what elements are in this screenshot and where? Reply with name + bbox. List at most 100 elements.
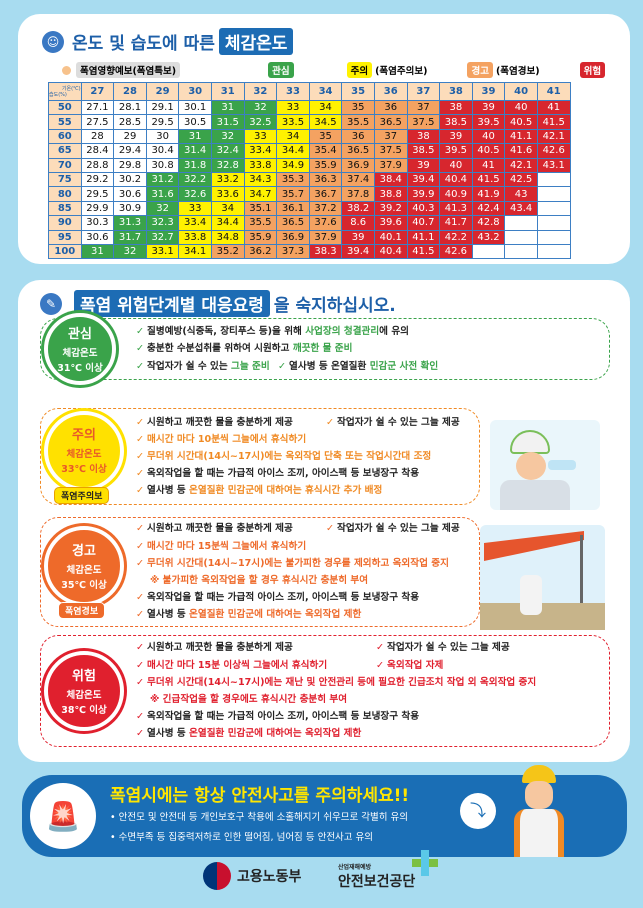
heat-index-cell: 43.2 <box>471 229 506 245</box>
check-icon: ✓ <box>136 609 145 621</box>
highlight-text: ※ 불가피한 옥외작업을 할 경우 휴식시간 충분히 부여 <box>150 574 369 586</box>
heat-index-cell: 28 <box>80 128 115 145</box>
heat-index-cell: 39.6 <box>373 215 408 231</box>
guideline-text: 열사병 등 온열질환 <box>289 360 370 372</box>
guideline-line: ✓ 작업자가 쉴 수 있는 그늘 준비 ✓ 열사병 등 온열질환 민감군 사전 확인 <box>136 358 438 375</box>
heat-index-card: ☺ 온도 및 습도에 따른 체감온도 폭염영향예보(폭염특보) 관심 주의 (폭… <box>18 14 630 264</box>
check-icon: ✓ <box>136 360 145 372</box>
level-sub: 체감온도 <box>66 689 102 701</box>
heat-index-cell: 36.5 <box>341 143 375 159</box>
heat-index-cell: 42.5 <box>504 171 538 188</box>
level-section-3 <box>40 635 610 747</box>
table-row: 50 27.1 28.1 29.1 30.1 31 32 33 34 35 36 37 38 39 40 41 <box>48 99 571 116</box>
check-icon: ✓ <box>136 416 145 428</box>
heat-index-cell: 32.4 <box>210 143 245 159</box>
title-highlight: 폭염 위험단계별 대응요령 <box>74 290 270 317</box>
heat-index-cell: 33 <box>178 200 212 217</box>
legend-gyeonggo-note: (폭염경보) <box>495 66 540 77</box>
banner-title: 폭염시에는 항상 안전사고를 주의하세요!! <box>110 786 410 806</box>
heat-index-cell: 42.1 <box>504 157 538 173</box>
highlight-text: 온열질환 민감군에 대하여는 옥외작업 제한 <box>189 728 362 740</box>
heat-index-cell: 31.3 <box>113 215 147 231</box>
guideline-item: ✓ 무더위 시간대(14시~17시)에는 불가피한 경우를 제외하고 옥외작업 중… <box>136 555 449 572</box>
highlight-text: 온열질환 민감군에 대하여는 휴식시간 추가 배정 <box>189 485 383 497</box>
heat-index-cell: 30.9 <box>113 200 147 217</box>
heat-index-cell: 32.3 <box>145 215 180 231</box>
heat-index-cell: 39 <box>439 128 473 145</box>
heat-index-cell: 32.2 <box>178 171 212 188</box>
heat-index-cell: 41.1 <box>504 128 538 145</box>
guideline-text: 옥외작업을 할 때는 가급적 아이스 조끼, 아이스팩 등 보냉장구 착용 <box>147 711 420 723</box>
guideline-line: ✓ 열사병 등 온열질환 민감군에 대하여는 휴식시간 추가 배정 <box>136 482 460 499</box>
alert-badge: 폭염경보 <box>58 602 106 619</box>
heat-index-cell: 39.5 <box>439 143 473 159</box>
heat-index-cell: 38.8 <box>373 186 408 202</box>
heat-index-cell: 33.6 <box>210 186 245 202</box>
temp-header: 32 <box>243 82 278 101</box>
level-threshold: 33℃ 이상 <box>61 464 107 475</box>
guideline-text: 옥외작업을 할 때는 가급적 아이스 조끼, 아이스팩 등 보냉장구 착용 <box>147 468 420 480</box>
heat-index-cell: 39.5 <box>471 114 506 130</box>
level-name: 경고 <box>72 543 96 559</box>
heat-index-cell: 34.5 <box>308 114 343 130</box>
header-row: 기온(℃) 습도(%) 27 28 29 30 31 32 33 34 35 36 37 38 39 40 41 <box>48 82 571 101</box>
level-circle: 주의 체감온도 33℃ 이상 <box>44 410 124 491</box>
heat-index-cell: 36.5 <box>276 215 310 231</box>
heat-index-table: 기온(℃) 습도(%) 27 28 29 30 31 32 33 34 35 36 37 38 39 40 41… <box>48 82 571 260</box>
heat-index-cell: 39 <box>341 229 375 245</box>
humidity-header: 100 <box>48 243 82 260</box>
heat-index-cell: 36.1 <box>276 200 310 217</box>
level-sub: 체감온도 <box>66 564 102 576</box>
highlight-text: 깨끗한 물 준비 <box>292 343 353 355</box>
logo1-text: 고용노동부 <box>237 869 302 885</box>
temp-header: 38 <box>439 82 473 101</box>
logo2-small-text: 산업재해예방 <box>338 864 372 871</box>
highlight-text: 그늘 준비 <box>231 360 270 372</box>
response-card: ✎ 폭염 위험단계별 대응요령 을 숙지하십시오. 관심 체감온도 31℃ 이상 ✓ 질… <box>18 280 630 762</box>
guideline-item: ✓ 열사병 등 온열질환 민감군 사전 확인 <box>278 358 438 375</box>
heat-index-cell: 36.9 <box>341 157 375 173</box>
heat-index-cell: 42.1 <box>536 128 571 145</box>
heat-index-cell: 40.5 <box>504 114 538 130</box>
heat-index-cell: 31.5 <box>210 114 245 130</box>
heat-index-cell: 37 <box>406 99 441 116</box>
guideline-text: 시원하고 깨끗한 물을 충분하게 제공 <box>147 416 293 428</box>
safety-banner: 🚨 폭염시에는 항상 안전사고를 주의하세요!! • 안전모 및 안전대 등 개… <box>22 765 627 857</box>
heat-index-cell: 30.3 <box>80 215 115 231</box>
heat-index-cell: 41.5 <box>536 114 571 130</box>
guideline-text: 질병예방(식중독, 장티푸스 등)을 위해 <box>147 326 306 338</box>
level-name: 관심 <box>68 326 92 342</box>
humidity-header: 95 <box>48 229 82 245</box>
heat-index-cell: 40.3 <box>406 200 441 217</box>
heat-index-cell <box>536 171 571 188</box>
level-name: 주의 <box>72 428 96 443</box>
guideline-item: ✓ 열사병 등 온열질환 민감군에 대하여는 휴식시간 추가 배정 <box>136 482 382 499</box>
heat-index-cell <box>536 229 571 245</box>
guideline-line: ✓ 매시간 마다 10분씩 그늘에서 휴식하기 <box>136 431 460 448</box>
corner-temp-label: 기온(℃) <box>61 85 81 92</box>
heat-index-cell: 36.5 <box>373 114 408 130</box>
heat-index-cell: 35.9 <box>243 229 278 245</box>
table-row: 75 29.2 30.2 31.2 32.2 33.2 34.3 35.3 36.3 37.4 38… <box>48 171 571 188</box>
guideline-item: ※ 긴급작업을 할 경우에도 휴식시간 충분히 부여 <box>150 691 347 708</box>
temp-header: 39 <box>471 82 506 101</box>
guideline-line: ✓ 매시간 마다 15분씩 그늘에서 휴식하기 <box>136 538 460 555</box>
heat-index-cell: 27.1 <box>80 99 115 116</box>
heat-index-cell: 28.4 <box>80 143 115 159</box>
heat-index-cell: 33 <box>276 99 310 116</box>
highlight-text: 사업장의 청결관리 <box>305 326 380 338</box>
heat-index-cell: 41 <box>536 99 571 116</box>
title-highlight: 체감온도 <box>218 28 294 55</box>
heat-index-cell: 29.2 <box>80 171 115 188</box>
heat-index-cell <box>504 229 538 245</box>
banner-bullet: • 수면부족 등 집중력저하로 인한 떨어짐, 넘어짐 등 안전사고 유의 <box>110 832 374 843</box>
heat-index-cell: 28.1 <box>113 99 147 116</box>
heat-index-cell: 30.6 <box>113 186 147 202</box>
heat-index-cell: 42.4 <box>471 200 506 217</box>
check-icon: ✓ <box>136 728 145 740</box>
heat-index-cell: 42.6 <box>439 243 473 260</box>
guideline-text: 에 유의 <box>379 326 409 338</box>
guideline-line: ✓ 시원하고 깨끗한 물을 충분하게 제공 ✓ 작업자가 쉴 수 있는 그늘 제공 <box>136 639 536 656</box>
guideline-item: ✓ 열사병 등 온열질환 민감군에 대하여는 옥외작업 제한 <box>136 725 361 742</box>
heat-index-cell: 40.5 <box>471 143 506 159</box>
